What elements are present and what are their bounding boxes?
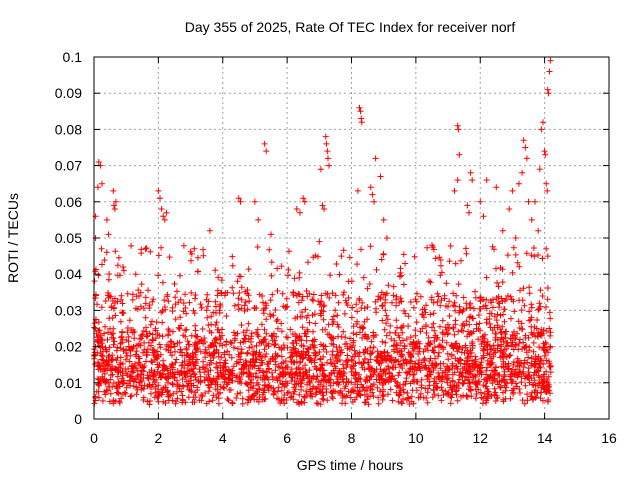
- x-tick-label: 4: [219, 430, 227, 446]
- y-tick-label: 0.02: [55, 339, 82, 355]
- tick-labels-layer: 0 2 4 6 8 10 12 14 16 0 0.01 0.02 0.03 0.04 0.05 0.06 0.…: [55, 49, 617, 446]
- x-tick-label: 6: [283, 430, 291, 446]
- x-axis-label: GPS time / hours: [297, 457, 404, 473]
- x-tick-label: 8: [348, 430, 356, 446]
- ticks-layer: [93, 56, 610, 420]
- y-tick-label: 0.04: [55, 266, 82, 282]
- y-axis-label: ROTI / TECUs: [5, 193, 21, 283]
- x-tick-label: 14: [537, 430, 553, 446]
- y-tick-label: 0.08: [55, 121, 82, 137]
- y-tick-label: 0: [74, 411, 82, 427]
- y-tick-label: 0.03: [55, 302, 82, 318]
- y-tick-label: 0.09: [55, 85, 82, 101]
- chart-title: Day 355 of 2025, Rate Of TEC Index for r…: [185, 19, 516, 35]
- x-tick-label: 16: [601, 430, 617, 446]
- x-tick-label: 0: [90, 430, 98, 446]
- y-tick-label: 0.1: [63, 49, 83, 65]
- y-tick-label: 0.07: [55, 158, 82, 174]
- x-tick-label: 2: [154, 430, 162, 446]
- y-tick-label: 0.06: [55, 194, 82, 210]
- data-points-plus-markers: [91, 57, 554, 408]
- x-tick-label: 10: [408, 430, 424, 446]
- y-tick-label: 0.05: [55, 230, 82, 246]
- data-points-layer: [91, 57, 554, 408]
- y-tick-label: 0.01: [55, 375, 82, 391]
- x-tick-label: 12: [472, 430, 488, 446]
